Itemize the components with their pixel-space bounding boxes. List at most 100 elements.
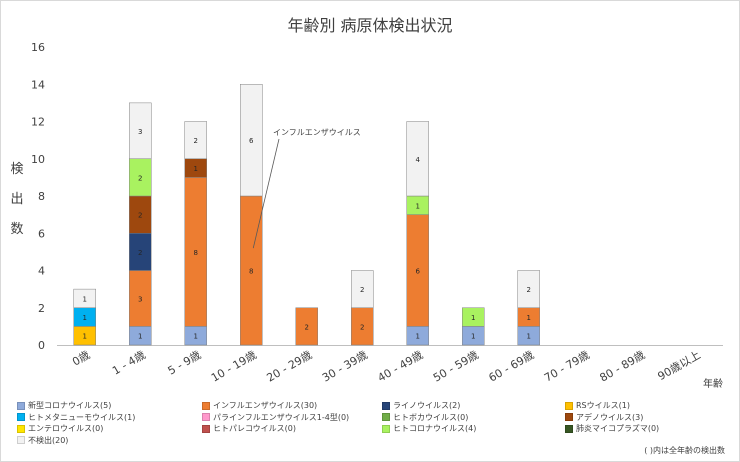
data-label: 6: [416, 268, 421, 276]
x-tick-label: 90歳以上: [656, 348, 703, 383]
legend-label: 不検出(20): [28, 435, 69, 445]
legend-item: ヒトパレコウイルス(0): [202, 423, 296, 434]
data-label: 2: [360, 286, 364, 294]
legend-item: 肺炎マイコプラズマ(0): [565, 423, 659, 434]
data-label: 2: [138, 249, 142, 257]
annotation-label: インフルエンザウイルス: [273, 128, 361, 137]
legend-swatch: [202, 413, 210, 421]
legend-label: 新型コロナウイルス(5): [28, 401, 112, 410]
legend-swatch: [382, 424, 390, 433]
data-label: 1: [527, 314, 531, 322]
legend-label: ヒトパレコウイルス(0): [213, 424, 297, 433]
legend-swatch: [565, 413, 573, 421]
y-tick-label: 6: [38, 227, 45, 240]
data-label: 1: [83, 333, 87, 341]
legend-label: パラインフルエンザウイルス1-4型(0): [213, 412, 350, 422]
data-label: 1: [416, 202, 420, 210]
data-label: 1: [138, 333, 142, 341]
bar-segment: [517, 270, 540, 308]
data-label: 1: [471, 314, 475, 322]
y-tick-label: 10: [31, 153, 45, 166]
data-label: 1: [416, 333, 420, 341]
y-axis-label-char: 検: [10, 162, 23, 177]
legend-item: エンテロウイルス(0): [17, 423, 103, 434]
data-label: 2: [305, 323, 309, 331]
x-tick-label: 20 - 29歳: [264, 348, 314, 384]
data-label: 2: [194, 137, 198, 145]
footnote: ( )内は全年齢の検出数: [644, 446, 725, 455]
legend-label: エンテロウイルス(0): [28, 424, 104, 433]
x-tick-label: 0歳: [70, 348, 92, 368]
y-tick-label: 4: [38, 265, 45, 278]
legend-item: ヒトコロナウイルス(4): [382, 423, 476, 434]
bar-segment: [240, 84, 263, 197]
x-tick-label: 80 - 89歳: [597, 348, 647, 384]
x-tick-label: 30 - 39歳: [320, 348, 370, 384]
y-tick-label: 16: [31, 41, 45, 54]
y-axis-label-char: 出: [10, 192, 23, 207]
y-tick-label: 8: [38, 190, 45, 203]
data-label: 1: [527, 333, 531, 341]
legend-item: 不検出(20): [17, 435, 68, 446]
y-axis-label: 検出数: [10, 162, 23, 237]
data-label: 8: [249, 268, 253, 276]
data-label: 3: [138, 295, 142, 303]
data-label: 2: [138, 212, 142, 220]
chart-title: 年齢別 病原体検出状況: [287, 16, 452, 35]
x-tick-label: 5 - 9歳: [166, 348, 204, 377]
data-label: 4: [416, 156, 421, 164]
legend-item: インフルエンザウイルス(30): [202, 400, 317, 411]
legend-swatch: [202, 401, 210, 410]
bar-segment: [295, 307, 318, 346]
bar-segment: [462, 307, 485, 327]
legend-item: 新型コロナウイルス(5): [17, 400, 111, 411]
legend-swatch: [17, 436, 25, 444]
chart-svg: 年齢別 病原体検出状況 検出数 年齢 024681012141611113222…: [10, 16, 723, 390]
data-label: 2: [527, 286, 531, 294]
y-tick-label: 12: [31, 116, 45, 129]
x-tick-label: 40 - 49歳: [375, 348, 425, 384]
data-label: 1: [83, 295, 87, 303]
legend-label: RSウイルス(1): [576, 401, 630, 410]
legend-label: インフルエンザウイルス(30): [213, 401, 318, 410]
data-label: 1: [83, 314, 87, 322]
annotation-leader: [252, 138, 280, 249]
legend-label: 肺炎マイコプラズマ(0): [576, 424, 660, 433]
legend-item: ヒトボカウイルス(0): [382, 412, 468, 423]
legend-swatch: [565, 424, 573, 433]
legend-swatch: [565, 401, 573, 410]
bar-segment: [129, 102, 152, 159]
legend-item: パラインフルエンザウイルス1-4型(0): [202, 412, 349, 423]
y-tick-label: 0: [38, 339, 45, 352]
legend-label: アデノウイルス(3): [576, 412, 644, 422]
x-tick-label: 60 - 69歳: [486, 348, 536, 384]
bar-segment: [73, 288, 96, 308]
bar-segment: [406, 121, 429, 197]
y-tick-label: 2: [38, 302, 45, 315]
data-label: 3: [138, 128, 142, 136]
x-tick-label: 70 - 79歳: [542, 348, 592, 384]
bar-segment: [184, 121, 207, 159]
legend-item: ヒトメタニューモウイルス(1): [17, 412, 135, 423]
legend-item: RSウイルス(1): [565, 400, 630, 411]
legend-label: ヒトコロナウイルス(4): [393, 424, 477, 433]
legend-label: ヒトメタニューモウイルス(1): [28, 412, 136, 422]
legend-swatch: [17, 401, 25, 410]
data-label: 1: [471, 333, 475, 341]
data-label: 1: [194, 333, 198, 341]
x-tick-label: 1 - 4歳: [110, 348, 148, 377]
data-label: 2: [360, 323, 364, 331]
data-label: 1: [194, 165, 198, 173]
x-tick-label: 50 - 59歳: [431, 348, 481, 384]
legend-item: ライノウイルス(2): [382, 400, 460, 411]
x-tick-label: 10 - 19歳: [209, 348, 259, 384]
legend-label: ヒトボカウイルス(0): [393, 412, 469, 422]
legend-swatch: [202, 424, 210, 433]
legend-swatch: [382, 413, 390, 421]
bar-segment: [351, 270, 374, 308]
legend-label: ライノウイルス(2): [393, 401, 461, 410]
data-label: 2: [138, 174, 142, 182]
legend-swatch: [17, 413, 25, 421]
